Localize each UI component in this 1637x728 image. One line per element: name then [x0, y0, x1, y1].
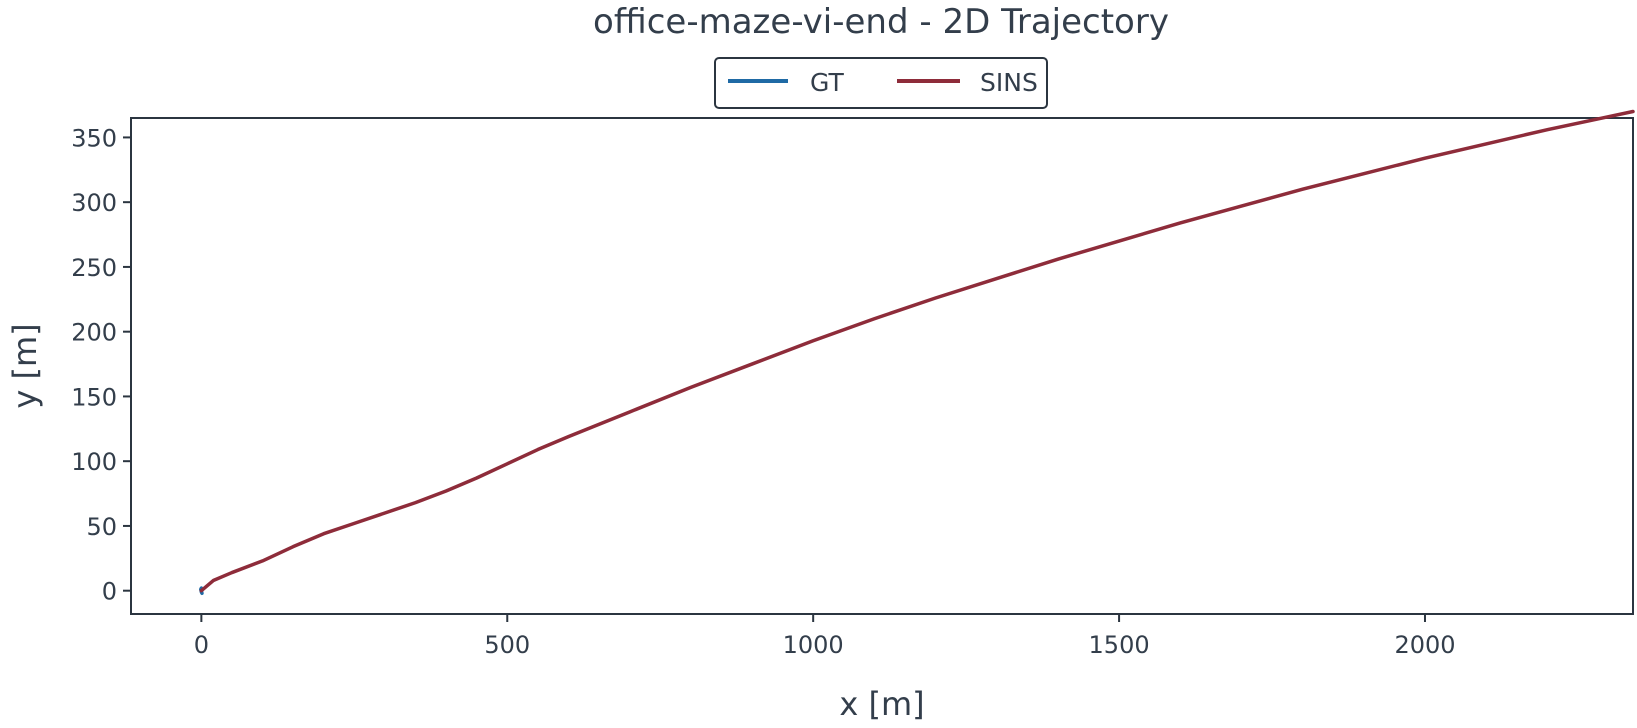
- y-axis: 0 50 100 150 200 250 300 350: [71, 124, 131, 606]
- x-axis-label: x [m]: [839, 685, 924, 723]
- y-axis-label: y [m]: [6, 323, 44, 408]
- x-tick-label: 2000: [1394, 631, 1455, 659]
- plot-area-frame: [130, 117, 1634, 615]
- legend-frame: [714, 57, 1048, 109]
- legend-label-sins: SINS: [980, 68, 1038, 97]
- x-tick-label: 0: [194, 631, 209, 659]
- y-tick-label: 300: [71, 189, 117, 217]
- y-tick-label: 100: [71, 448, 117, 476]
- y-tick-label: 200: [71, 319, 117, 347]
- x-tick-label: 1500: [1089, 631, 1150, 659]
- series-layer: [199, 109, 1635, 596]
- y-tick-label: 250: [71, 254, 117, 282]
- x-tick-label: 500: [484, 631, 530, 659]
- x-axis: 0 500 1000 1500 2000: [194, 614, 1456, 659]
- legend-label-gt: GT: [810, 68, 844, 97]
- legend: GT SINS: [714, 57, 1048, 109]
- y-tick-label: 150: [71, 383, 117, 411]
- y-tick-label: 0: [102, 578, 117, 606]
- series-line-sins: [199, 109, 1635, 593]
- y-tick-label: 50: [86, 513, 117, 541]
- y-tick-label: 350: [71, 124, 117, 152]
- chart-title: office-maze-vi-end - 2D Trajectory: [593, 2, 1169, 42]
- x-tick-label: 1000: [783, 631, 844, 659]
